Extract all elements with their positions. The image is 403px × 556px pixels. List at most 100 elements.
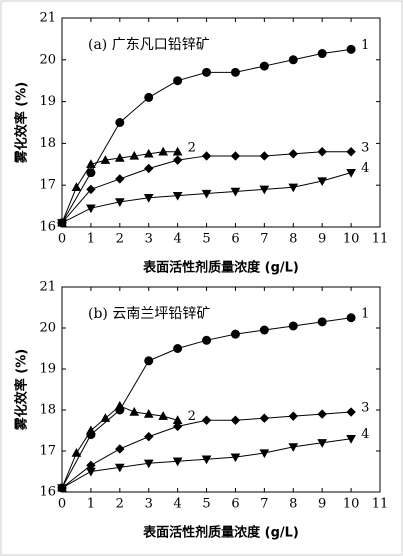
y-axis-label: 雾化效率 (%) (14, 349, 30, 431)
marker (115, 118, 125, 127)
marker (144, 356, 154, 366)
marker (143, 148, 154, 158)
marker (202, 335, 212, 345)
marker (115, 174, 125, 184)
x-tick-label: 9 (318, 497, 326, 512)
marker (86, 159, 96, 168)
marker (158, 146, 169, 156)
series-label: 2 (188, 140, 196, 155)
marker (114, 153, 125, 162)
marker (172, 457, 183, 467)
x-tick-label: 9 (318, 232, 326, 247)
x-tick-label: 10 (343, 232, 360, 247)
series-line (61, 151, 178, 224)
x-axis-label: 表面活性剂质量浓度 (g/L) (142, 525, 299, 541)
marker (57, 484, 67, 493)
marker (230, 329, 240, 339)
x-tick-label: 5 (202, 232, 210, 247)
x-tick-label: 11 (372, 497, 389, 512)
x-tick-label: 3 (145, 232, 153, 247)
marker (230, 187, 241, 197)
marker (230, 67, 240, 77)
marker (144, 163, 154, 174)
marker (144, 92, 154, 102)
marker (288, 183, 299, 193)
marker (143, 459, 154, 469)
marker (57, 219, 67, 228)
marker (346, 147, 356, 157)
marker (201, 151, 212, 161)
series-label: 2 (188, 409, 196, 424)
marker (201, 415, 212, 425)
marker (114, 463, 125, 473)
series-label: 3 (361, 401, 369, 416)
marker (201, 189, 212, 199)
marker (346, 313, 356, 323)
x-tick-label: 4 (173, 497, 181, 512)
plot-frame (61, 286, 381, 493)
marker (288, 149, 298, 159)
x-tick-label: 8 (289, 497, 297, 512)
y-axis-label: 雾化效率 (%) (14, 82, 30, 164)
marker (288, 321, 298, 331)
marker (100, 413, 111, 422)
marker (86, 425, 96, 435)
y-tick-label: 18 (39, 136, 56, 151)
marker (259, 185, 270, 195)
chart-title: (b) 云南兰坪铅锌矿 (88, 306, 210, 322)
x-tick-label: 1 (87, 497, 95, 512)
x-tick-label: 5 (202, 497, 210, 512)
marker (144, 431, 154, 442)
marker (173, 344, 183, 353)
y-tick-label: 17 (39, 178, 56, 193)
marker (129, 407, 140, 416)
marker (317, 177, 328, 187)
x-tick-label: 0 (58, 497, 66, 512)
x-tick-label: 11 (372, 232, 389, 247)
x-axis-label: 表面活性剂质量浓度 (g/L) (142, 260, 299, 276)
marker (143, 194, 154, 203)
marker (346, 435, 356, 444)
marker (259, 61, 269, 71)
series-label: 1 (361, 306, 369, 321)
x-tick-label: 4 (173, 232, 181, 247)
marker (288, 55, 298, 65)
x-tick-label: 0 (58, 232, 66, 247)
marker (346, 168, 356, 178)
marker (158, 411, 169, 420)
y-tick-label: 18 (39, 403, 56, 418)
x-tick-label: 2 (116, 232, 124, 247)
y-tick-label: 21 (39, 280, 56, 295)
marker (259, 449, 270, 459)
marker (114, 198, 125, 207)
marker (317, 147, 327, 157)
marker (230, 453, 241, 463)
marker (71, 448, 82, 457)
marker (259, 325, 269, 335)
x-tick-label: 10 (343, 497, 360, 512)
marker (259, 151, 270, 161)
marker (201, 455, 212, 465)
y-tick-label: 19 (39, 362, 56, 377)
marker (259, 413, 270, 423)
x-tick-label: 2 (116, 497, 124, 512)
marker (115, 444, 125, 454)
marker (172, 146, 183, 156)
x-tick-label: 7 (260, 497, 268, 512)
marker (230, 415, 241, 425)
marker (129, 150, 140, 160)
marker (172, 155, 183, 165)
y-tick-label: 20 (39, 321, 56, 336)
chart-title: (a) 广东凡口铅锌矿 (88, 37, 210, 53)
marker (86, 467, 96, 477)
y-tick-label: 17 (39, 444, 56, 459)
marker (230, 151, 241, 161)
series-label: 4 (361, 427, 369, 442)
y-tick-label: 19 (39, 94, 56, 109)
marker (317, 409, 327, 419)
x-tick-label: 6 (231, 232, 239, 247)
marker (100, 155, 111, 164)
y-tick-label: 21 (39, 11, 56, 26)
